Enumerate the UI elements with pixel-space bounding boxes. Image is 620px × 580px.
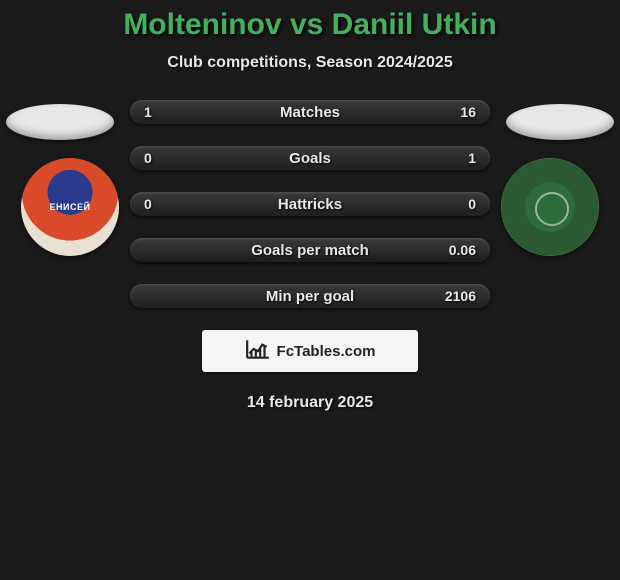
stat-right-value: 16	[460, 104, 476, 120]
stat-row-goals: 0 Goals 1	[130, 146, 490, 170]
stat-label: Hattricks	[130, 196, 490, 213]
stat-right-value: 0	[468, 196, 476, 212]
subtitle: Club competitions, Season 2024/2025	[0, 54, 620, 72]
stat-row-goals-per-match: Goals per match 0.06	[130, 238, 490, 262]
stat-label: Goals per match	[130, 242, 490, 259]
stat-label: Min per goal	[130, 288, 490, 305]
stat-row-matches: 1 Matches 16	[130, 100, 490, 124]
source-label: FcTables.com	[277, 343, 376, 360]
stat-label: Matches	[130, 104, 490, 121]
stat-row-min-per-goal: Min per goal 2106	[130, 284, 490, 308]
player-flag-left	[6, 104, 114, 140]
stat-right-value: 2106	[445, 288, 476, 304]
comparison-area: 1 Matches 16 0 Goals 1 0 Hattricks 0 Goa…	[0, 100, 620, 412]
player-flag-right	[506, 104, 614, 140]
page-title: Molteninov vs Daniil Utkin	[0, 8, 620, 42]
stat-label: Goals	[130, 150, 490, 167]
date-label: 14 february 2025	[0, 394, 620, 412]
club-badge-right	[501, 158, 599, 256]
source-badge: FcTables.com	[202, 330, 418, 372]
stat-right-value: 0.06	[449, 242, 476, 258]
club-badge-left	[21, 158, 119, 256]
stat-bars: 1 Matches 16 0 Goals 1 0 Hattricks 0 Goa…	[130, 100, 490, 308]
chart-icon	[245, 338, 271, 365]
stat-row-hattricks: 0 Hattricks 0	[130, 192, 490, 216]
stat-right-value: 1	[468, 150, 476, 166]
